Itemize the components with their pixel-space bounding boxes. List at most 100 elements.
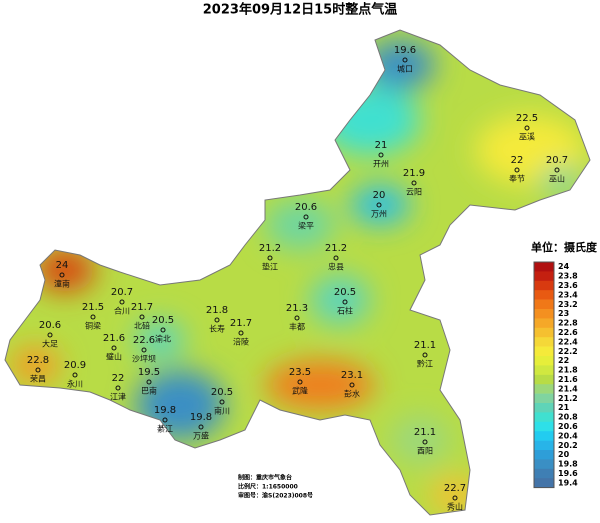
legend-swatch xyxy=(534,459,554,470)
station-marker xyxy=(303,214,309,220)
station-name: 垫江 xyxy=(262,262,278,272)
station-value: 19.5 xyxy=(138,367,160,378)
legend-swatch xyxy=(534,262,554,272)
legend-label: 19.4 xyxy=(558,478,578,487)
station-name: 长寿 xyxy=(209,324,225,334)
station-name: 永川 xyxy=(67,379,83,389)
station-name: 北碚 xyxy=(134,321,150,331)
station-value: 20.5 xyxy=(152,315,174,326)
station-marker xyxy=(238,330,244,336)
legend-swatch xyxy=(534,290,554,300)
station-value: 22 xyxy=(511,155,524,166)
legend-label: 20.4 xyxy=(558,431,578,440)
station-name: 合川 xyxy=(114,306,130,316)
legend-swatch xyxy=(534,346,554,357)
station-name: 丰都 xyxy=(289,322,305,332)
legend-title: 单位：摄氏度 xyxy=(531,240,598,254)
legend-swatch xyxy=(534,440,554,451)
legend-swatch xyxy=(534,478,554,488)
station-name: 渝北 xyxy=(155,334,171,344)
station-value: 19.8 xyxy=(154,405,176,416)
station-value: 20.6 xyxy=(295,202,317,213)
legend-label: 22.6 xyxy=(558,328,578,337)
title: 2023年09月12日15时整点气温 xyxy=(203,2,397,18)
legend-label: 24 xyxy=(558,262,570,271)
legend-label: 23.4 xyxy=(558,290,578,299)
station-value: 19.6 xyxy=(394,45,416,56)
legend-frame xyxy=(533,261,555,489)
station-marker xyxy=(267,255,273,261)
station-name: 万盛 xyxy=(193,431,209,441)
legend-swatch xyxy=(534,299,554,310)
station-marker xyxy=(514,167,520,173)
station-value: 21.1 xyxy=(414,427,436,438)
station-marker xyxy=(146,379,152,385)
legend-swatch xyxy=(534,431,554,441)
station-name: 梁平 xyxy=(298,222,314,231)
station-name: 城口 xyxy=(397,65,413,74)
station-value: 21.1 xyxy=(414,340,436,351)
station-marker xyxy=(162,417,168,423)
station-marker xyxy=(115,385,121,391)
legend-label: 21 xyxy=(558,403,570,412)
legend-label: 22.2 xyxy=(558,347,578,356)
station-marker xyxy=(35,367,41,373)
station-marker xyxy=(378,152,384,158)
legend-swatch xyxy=(534,365,554,376)
station-name: 彭水 xyxy=(344,389,360,399)
station-value: 23.5 xyxy=(289,367,311,378)
station-marker xyxy=(198,424,204,430)
station-name: 綦江 xyxy=(157,424,173,434)
station-name: 开州 xyxy=(373,160,389,169)
station-value: 20.9 xyxy=(64,360,86,371)
station-value: 21.2 xyxy=(259,243,281,254)
legend-label: 20.6 xyxy=(558,422,578,431)
station-marker xyxy=(342,299,348,305)
legend-swatch xyxy=(534,450,554,460)
station-value: 22.6 xyxy=(133,335,155,346)
station-name: 秀山 xyxy=(447,502,463,512)
station-value: 21.3 xyxy=(286,303,308,314)
station-marker xyxy=(119,299,125,305)
station-name: 石柱 xyxy=(337,306,353,316)
legend: 2423.823.623.423.22322.822.622.422.22221… xyxy=(533,261,578,489)
station-name: 璧山 xyxy=(106,352,122,362)
station-name: 云阳 xyxy=(406,188,422,197)
station-value: 22.5 xyxy=(516,113,538,124)
footer-line: 制图：重庆市气象台 xyxy=(238,474,292,482)
station-name: 南川 xyxy=(214,406,230,416)
legend-label: 21.6 xyxy=(558,375,578,384)
station-marker xyxy=(422,439,428,445)
legend-label: 19.6 xyxy=(558,469,578,478)
station-name: 黔江 xyxy=(417,359,433,369)
station-value: 20.7 xyxy=(111,287,133,298)
legend-label: 20 xyxy=(558,450,570,459)
station-value: 23.1 xyxy=(341,370,363,381)
station-value: 19.8 xyxy=(190,412,212,423)
station-name: 涪陵 xyxy=(233,337,249,347)
station-value: 20 xyxy=(373,190,386,201)
station-name: 大足 xyxy=(42,339,58,349)
station-name: 江津 xyxy=(110,392,126,402)
legend-swatch xyxy=(534,271,554,282)
station-name: 奉节 xyxy=(509,174,525,184)
station-value: 21.6 xyxy=(103,333,125,344)
legend-swatch xyxy=(534,337,554,347)
station-value: 22 xyxy=(112,373,125,384)
station-name: 铜梁 xyxy=(85,321,101,331)
station-name: 潼南 xyxy=(54,279,70,289)
legend-swatch xyxy=(534,403,554,413)
station-name: 巫山 xyxy=(549,174,565,184)
footer-line: 比例尺：1:1650000 xyxy=(238,483,298,491)
station-marker xyxy=(90,314,96,320)
legend-swatch xyxy=(534,384,554,394)
station-marker xyxy=(333,255,339,261)
station-value: 20.5 xyxy=(211,387,233,398)
station-name: 巴南 xyxy=(141,386,157,396)
legend-swatch xyxy=(534,309,554,319)
stations: 19.6 城口 22.5 巫溪 21 开州 20.7 巫山 22 奉节 21.9 云阳 20 万州 20.6… xyxy=(27,45,568,512)
station-value: 20.5 xyxy=(334,287,356,298)
station-marker xyxy=(219,399,225,405)
